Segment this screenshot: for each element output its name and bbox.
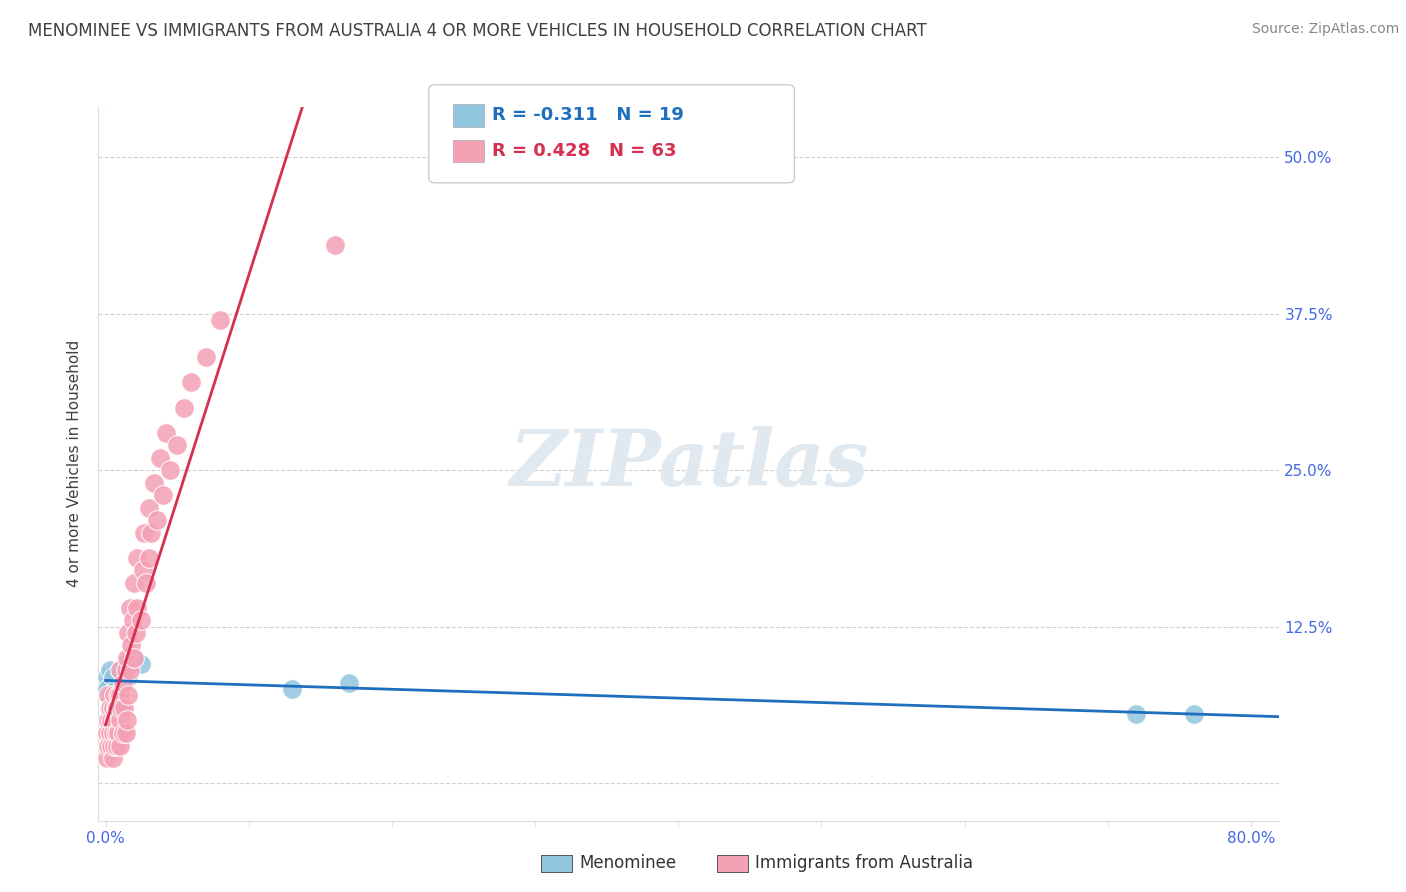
Point (194, 351, 217, 365)
Point (114, 726, 136, 740)
Point (115, 714, 138, 728)
Point (125, 600, 148, 615)
Point (209, 313, 232, 327)
Point (101, 726, 124, 740)
Point (135, 575, 157, 590)
Point (280, 682, 302, 697)
Point (108, 714, 131, 728)
Point (131, 613, 153, 627)
Point (120, 657, 142, 672)
Point (124, 625, 146, 640)
Point (110, 701, 132, 715)
Point (103, 707, 125, 722)
Point (108, 739, 131, 753)
Point (122, 651, 145, 665)
Text: R = -0.311   N = 19: R = -0.311 N = 19 (492, 106, 683, 124)
Point (101, 701, 124, 715)
Text: Source: ZipAtlas.com: Source: ZipAtlas.com (1251, 22, 1399, 37)
Point (149, 450, 172, 465)
Point (97, 739, 120, 753)
Point (138, 550, 160, 565)
Point (108, 689, 131, 703)
Y-axis label: 4 or more Vehicles in Household: 4 or more Vehicles in Household (67, 340, 83, 588)
Point (125, 550, 148, 565)
Point (155, 425, 177, 440)
Point (122, 575, 145, 590)
Point (104, 682, 127, 697)
Point (143, 475, 166, 490)
Point (103, 739, 125, 753)
Point (101, 670, 124, 684)
Point (117, 670, 139, 684)
Point (98, 664, 121, 678)
Point (105, 695, 128, 709)
Point (180, 376, 202, 390)
Point (97, 714, 120, 728)
Point (117, 689, 139, 703)
Point (105, 701, 128, 715)
Point (108, 664, 131, 678)
Point (96, 670, 118, 684)
Text: R = 0.428   N = 63: R = 0.428 N = 63 (492, 142, 676, 160)
Point (152, 488, 174, 502)
Point (101, 695, 124, 709)
Point (138, 500, 160, 515)
Point (173, 401, 195, 415)
Text: Immigrants from Australia: Immigrants from Australia (755, 855, 973, 872)
Point (101, 751, 124, 765)
Point (96, 682, 118, 697)
Point (107, 726, 129, 740)
Point (131, 657, 153, 672)
Point (104, 701, 127, 715)
Text: MENOMINEE VS IMMIGRANTS FROM AUSTRALIA 4 OR MORE VEHICLES IN HOUSEHOLD CORRELATI: MENOMINEE VS IMMIGRANTS FROM AUSTRALIA 4… (28, 22, 927, 40)
Point (141, 525, 163, 540)
Point (159, 463, 181, 477)
Point (121, 613, 143, 627)
Point (166, 438, 188, 452)
Point (134, 525, 156, 540)
Point (96, 726, 118, 740)
Point (120, 639, 142, 653)
Point (100, 714, 122, 728)
Point (114, 664, 136, 678)
Point (146, 513, 169, 527)
Point (100, 739, 122, 753)
Point (108, 664, 131, 678)
Text: Menominee: Menominee (579, 855, 676, 872)
Text: ZIPatlas: ZIPatlas (509, 425, 869, 502)
Point (105, 739, 128, 753)
Point (1125, 707, 1147, 722)
Point (337, 676, 360, 690)
Point (103, 689, 125, 703)
Point (98, 726, 121, 740)
Point (115, 651, 138, 665)
Point (122, 651, 145, 665)
Point (323, 237, 346, 252)
Point (132, 563, 155, 577)
Point (118, 600, 141, 615)
Point (112, 701, 135, 715)
Point (107, 689, 129, 703)
Point (117, 625, 139, 640)
Point (118, 664, 141, 678)
Point (98, 701, 121, 715)
Point (104, 726, 127, 740)
Point (115, 657, 138, 672)
Point (111, 726, 134, 740)
Point (97, 689, 120, 703)
Point (1182, 707, 1205, 722)
Point (103, 714, 125, 728)
Point (96, 751, 118, 765)
Point (111, 676, 134, 690)
Point (100, 689, 122, 703)
